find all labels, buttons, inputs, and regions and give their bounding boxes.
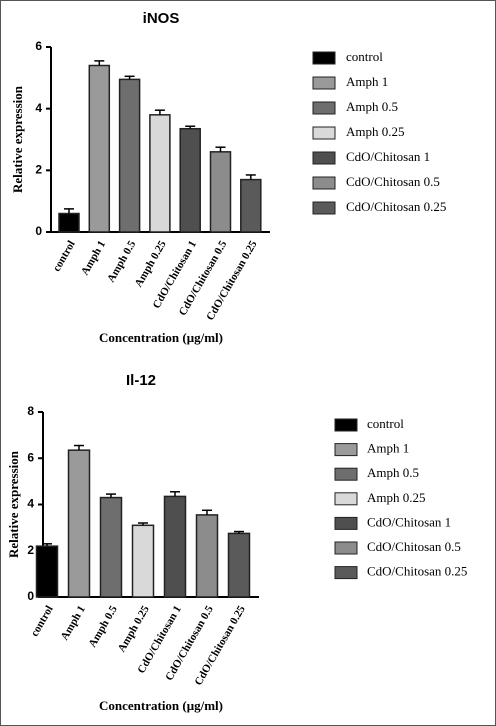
chart-title: Il-12 <box>126 372 156 389</box>
legend-swatch <box>334 467 358 481</box>
legend-label: CdO/Chitosan 0.25 <box>367 564 467 579</box>
y-tick-label: 0 <box>27 589 34 603</box>
legend-label: Amph 0.25 <box>367 490 426 505</box>
y-tick-label: 2 <box>27 543 34 557</box>
legend-label: Amph 0.5 <box>367 465 419 480</box>
bar <box>240 178 262 233</box>
legend-swatch <box>334 492 358 506</box>
legend-swatch <box>312 201 336 215</box>
x-tick-label: Amph 1 <box>79 239 108 278</box>
legend-swatch <box>312 176 336 190</box>
bar <box>227 532 251 598</box>
legend-label: control <box>367 416 404 431</box>
bar <box>67 449 91 598</box>
y-tick-label: 0 <box>35 224 42 238</box>
y-axis-title: Relative expression <box>6 450 21 558</box>
bar <box>195 514 219 598</box>
legend-swatch <box>334 418 358 432</box>
legend-label: CdO/Chitosan 1 <box>346 149 430 164</box>
bar <box>35 545 59 598</box>
legend-label: Amph 1 <box>367 441 409 456</box>
x-tick-label: control <box>29 604 56 639</box>
y-tick-label: 6 <box>35 39 42 53</box>
legend-swatch <box>312 126 336 140</box>
x-tick-label: Amph 0.25 <box>116 603 152 654</box>
y-tick-label: 4 <box>27 497 34 511</box>
bar <box>99 496 123 598</box>
legend-label: Amph 0.25 <box>346 124 405 139</box>
bar <box>88 64 111 233</box>
legend-label: CdO/Chitosan 0.5 <box>346 174 440 189</box>
x-axis-title: Concentration (μg/ml) <box>99 330 223 345</box>
legend-swatch <box>334 516 358 530</box>
y-tick-label: 6 <box>27 450 34 464</box>
legend-swatch <box>312 101 336 115</box>
y-tick-label: 8 <box>27 404 34 418</box>
x-tick-label: Amph 0.5 <box>86 603 120 649</box>
legend-label: CdO/Chitosan 0.25 <box>346 199 446 214</box>
legend-label: CdO/Chitosan 0.5 <box>367 539 461 554</box>
x-tick-label: control <box>51 239 78 274</box>
legend-label: Amph 1 <box>346 74 388 89</box>
bar <box>131 524 155 598</box>
legend-swatch <box>312 76 336 90</box>
legend-swatch <box>334 566 358 580</box>
bar <box>149 114 171 233</box>
x-tick-label: Amph 0.5 <box>105 238 139 284</box>
legend-swatch <box>334 443 358 457</box>
legend-label: CdO/Chitosan 1 <box>367 514 451 529</box>
x-axis-title: Concentration (μg/ml) <box>99 698 223 713</box>
y-tick-label: 2 <box>35 163 42 177</box>
bar <box>163 495 187 598</box>
legend-label: control <box>346 49 383 64</box>
bar <box>118 78 141 233</box>
x-tick-label: Amph 1 <box>59 604 88 643</box>
legend-label: Amph 0.5 <box>346 99 398 114</box>
legend-swatch <box>312 151 336 165</box>
y-tick-label: 4 <box>35 101 42 115</box>
legend-swatch <box>334 541 358 555</box>
bar <box>58 212 80 233</box>
y-axis-title: Relative expression <box>10 85 25 193</box>
bar <box>179 127 201 233</box>
legend-swatch <box>312 51 336 65</box>
bar <box>209 151 232 233</box>
chart-title: iNOS <box>143 10 180 27</box>
